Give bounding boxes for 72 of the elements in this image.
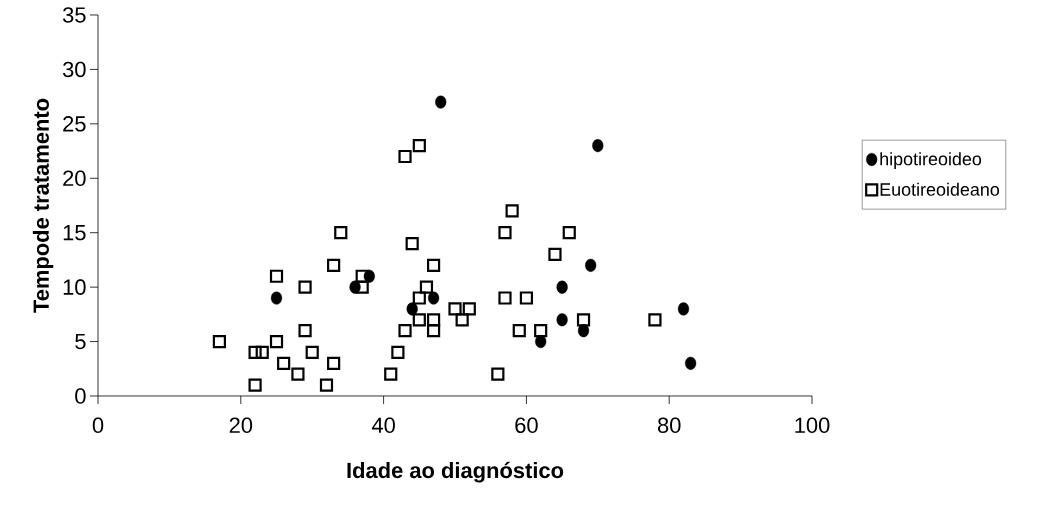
y-tick-label: 35 [62, 7, 86, 23]
point [498, 291, 512, 305]
point [212, 334, 226, 349]
point [355, 269, 369, 283]
point [534, 324, 548, 338]
y-tick-label: 10 [63, 279, 86, 295]
point [426, 313, 441, 327]
point [270, 291, 283, 305]
point [327, 356, 341, 370]
point [412, 291, 426, 305]
x-tick-label: 60 [515, 417, 538, 434]
y-tick-label: 20 [63, 170, 86, 187]
point [298, 324, 312, 338]
y-tick-label: 5 [75, 333, 86, 350]
point [298, 280, 312, 294]
point [498, 226, 512, 240]
point [592, 139, 604, 153]
y-tick-label: 25 [63, 116, 86, 132]
y-tick-label: 15 [63, 225, 86, 241]
point [334, 226, 348, 240]
point [556, 280, 568, 294]
point [548, 247, 562, 262]
point [426, 324, 441, 338]
point [462, 302, 476, 316]
point [412, 139, 426, 153]
point [412, 313, 426, 327]
point [677, 302, 690, 316]
point [327, 258, 341, 272]
point [455, 313, 469, 327]
point [398, 149, 412, 164]
point [519, 291, 534, 305]
point [576, 313, 591, 327]
point [505, 204, 519, 218]
y-tick-label: 30 [62, 61, 86, 78]
point [419, 280, 434, 294]
point [406, 302, 418, 316]
point [428, 291, 440, 305]
y-axis-title: Tempode tratamento [32, 98, 54, 313]
point [585, 258, 597, 272]
x-tick-label: 40 [371, 417, 395, 434]
point [248, 378, 262, 392]
point [491, 367, 505, 381]
point [426, 258, 441, 272]
x-tick-label: 80 [657, 417, 681, 434]
point [577, 324, 590, 338]
point [405, 236, 419, 251]
point [512, 324, 526, 338]
x-tick-label: 20 [229, 417, 253, 434]
x-tick-label: 100 [795, 417, 830, 434]
point [319, 378, 334, 392]
point [255, 345, 269, 360]
point [269, 334, 284, 349]
point [391, 345, 405, 360]
legend-label: hipotireoideo [880, 152, 982, 169]
point [384, 367, 398, 381]
point [277, 356, 291, 370]
point [535, 335, 547, 349]
point [685, 356, 697, 370]
x-axis-title: Idade ao diagnóstico [347, 461, 564, 483]
point [398, 324, 412, 338]
point [556, 313, 568, 327]
point [448, 302, 462, 316]
point [562, 226, 576, 240]
legend-label: Euotireoideano [880, 182, 1000, 196]
point [305, 345, 319, 360]
point [435, 95, 447, 109]
point [648, 313, 662, 327]
point [269, 269, 284, 283]
x-tick-label: 0 [92, 417, 104, 434]
point [248, 345, 262, 360]
point [291, 367, 305, 381]
y-tick-label: 0 [75, 388, 86, 404]
